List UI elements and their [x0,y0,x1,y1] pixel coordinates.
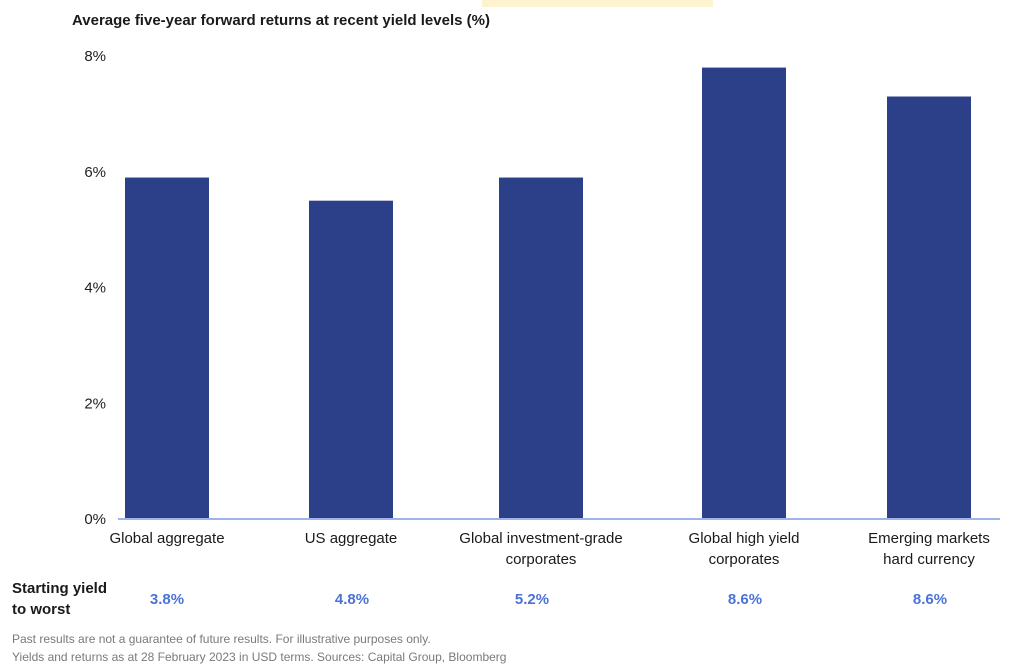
footnote-disclaimer: Past results are not a guarantee of futu… [12,632,431,646]
x-category-label-line: Global investment-grade [459,530,622,547]
x-category-label: Emerging markets hard currency [868,530,990,568]
x-category-label-line: corporates [506,551,577,568]
y-tick-label: 0% [84,511,106,528]
x-category-label-line: hard currency [883,551,975,568]
bar [309,200,393,519]
x-category-label: Global investment-grade corporates [459,530,622,568]
yield-value-us-aggregate: 4.8% [334,591,370,608]
x-category-label: Global aggregate [109,530,224,547]
x-category-label: Global high yield corporates [689,530,800,568]
y-tick-label: 8% [84,48,106,65]
starting-yield-heading: Starting yield to worst [12,578,142,620]
footnote-sources: Yields and returns as at 28 February 202… [12,650,507,664]
y-tick-label: 2% [84,395,106,412]
x-category-label-line: Global aggregate [109,530,224,547]
yield-value-global-ig-corporates: 5.2% [514,591,550,608]
highlight-strip [482,0,713,7]
bar [887,96,971,519]
x-category-label-line: Global high yield [689,530,800,547]
starting-yield-heading-line2: to worst [12,601,71,618]
yield-value-global-hy-corporates: 8.6% [727,591,763,608]
y-tick-label: 4% [84,280,106,297]
y-tick-label: 6% [84,164,106,181]
bar-chart: 0% 2% 4% 6% 8% Global aggregate US aggregate Gl… [84,48,1000,568]
x-category-label-line: Emerging markets [868,530,990,547]
yield-value-em-hard-currency: 8.6% [912,591,948,608]
chart-title: Average five-year forward returns at rec… [72,12,490,29]
bar [499,177,583,519]
x-category-label: US aggregate [305,530,398,547]
yield-value-global-aggregate: 3.8% [149,591,185,608]
bar [125,177,209,519]
x-category-label-line: corporates [709,551,780,568]
starting-yield-heading-line1: Starting yield [12,580,108,597]
x-category-label-line: US aggregate [305,530,398,547]
bar [702,67,786,519]
